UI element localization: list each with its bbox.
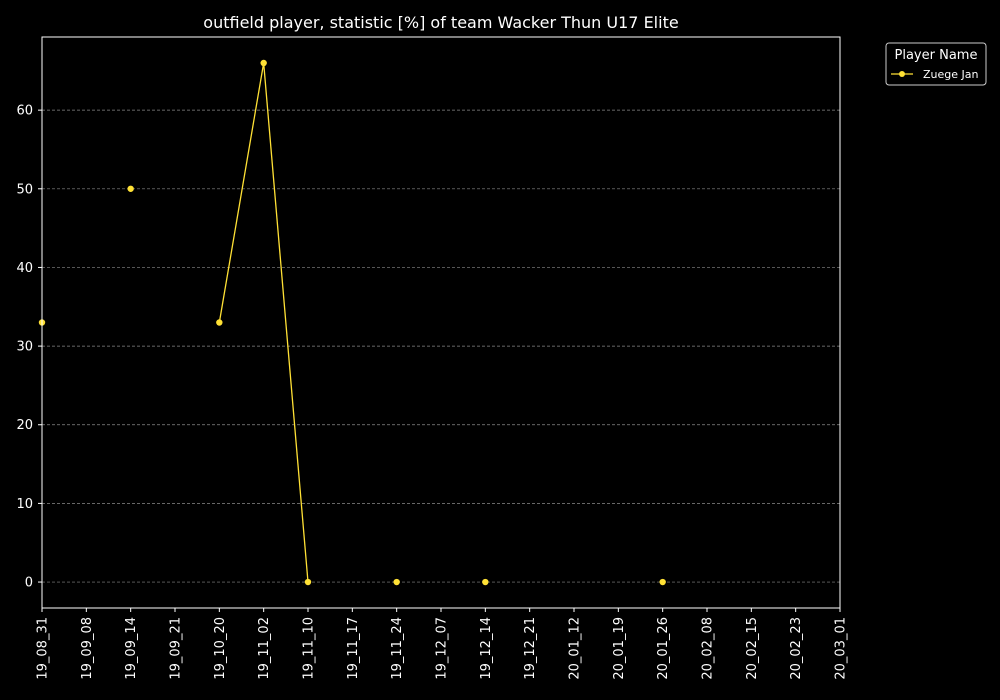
x-tick-label: 19_11_24 xyxy=(390,617,405,680)
y-tick-label: 60 xyxy=(16,104,33,119)
series-line-segment xyxy=(263,62,309,583)
x-tick-label: 20_01_12 xyxy=(568,617,583,680)
data-point xyxy=(659,578,666,586)
legend-title: Player Name xyxy=(895,48,978,63)
grid-lines xyxy=(42,109,840,583)
x-tick-label: 19_10_20 xyxy=(213,617,228,680)
y-tick-label: 40 xyxy=(16,261,33,276)
y-tick-label: 20 xyxy=(16,418,33,433)
x-tick-label: 20_01_19 xyxy=(612,617,627,680)
x-tick-label: 20_02_08 xyxy=(701,617,716,680)
legend-series-marker xyxy=(899,71,905,77)
x-tick-label: 20_01_26 xyxy=(656,617,671,680)
x-tick-label: 19_12_14 xyxy=(479,617,494,680)
x-tick-label: 20_03_01 xyxy=(834,617,849,680)
y-axis: 0 10 20 30 40 50 60 xyxy=(16,104,42,591)
x-tick-label: 19_09_21 xyxy=(169,617,184,680)
series-line-segment xyxy=(218,62,265,323)
x-axis: 19_08_31 19_09_08 19_09_14 19_09_21 19_10_20… xyxy=(36,608,849,680)
plot-area-frame xyxy=(41,36,841,609)
data-point xyxy=(127,185,134,192)
data-point xyxy=(260,59,267,67)
chart-title: outfield player, statistic [%] of team W… xyxy=(203,13,678,32)
data-point xyxy=(216,319,223,326)
x-tick-label: 19_09_14 xyxy=(124,617,139,680)
x-tick-label: 19_09_08 xyxy=(80,617,95,680)
x-tick-label: 19_08_31 xyxy=(36,617,51,680)
x-tick-label: 19_11_10 xyxy=(302,617,317,680)
y-tick-label: 10 xyxy=(16,497,33,512)
series-layer xyxy=(38,59,666,586)
x-tick-label: 19_11_02 xyxy=(257,617,272,680)
x-tick-label: 19_12_07 xyxy=(435,617,450,680)
x-tick-label: 20_02_15 xyxy=(745,617,760,680)
y-tick-label: 0 xyxy=(25,576,33,591)
x-tick-label: 19_11_17 xyxy=(346,617,361,680)
data-point xyxy=(304,578,312,586)
data-point xyxy=(393,578,400,586)
x-tick-label: 19_12_21 xyxy=(523,617,538,680)
legend: Player Name Zuege Jan xyxy=(885,42,987,86)
data-point xyxy=(482,578,489,586)
x-tick-label: 20_02_23 xyxy=(789,617,804,680)
y-tick-label: 50 xyxy=(16,182,33,197)
legend-series-label: Zuege Jan xyxy=(923,68,979,81)
y-tick-label: 30 xyxy=(16,340,33,355)
